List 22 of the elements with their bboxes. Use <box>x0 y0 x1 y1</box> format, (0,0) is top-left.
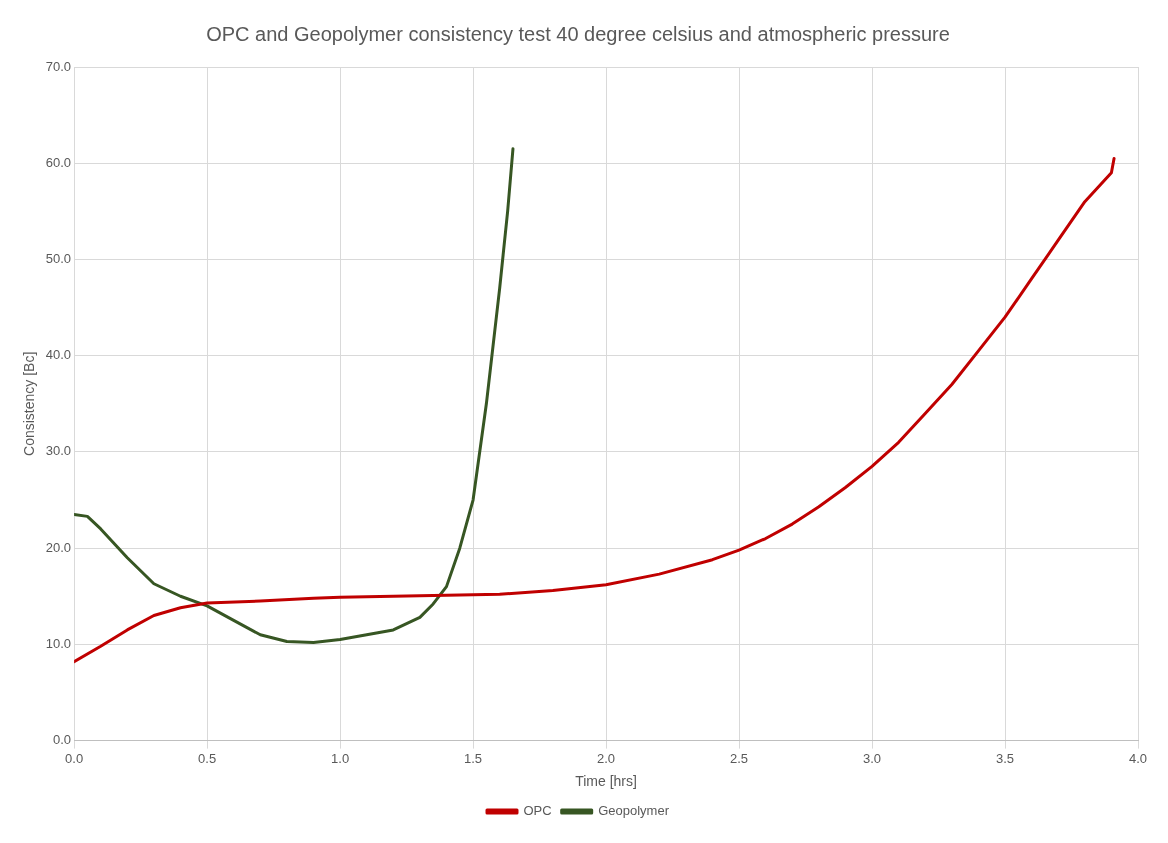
y-tick-label: 70.0 <box>45 58 72 74</box>
y-tick-label: 20.0 <box>45 539 72 555</box>
y-tick-label: 10.0 <box>45 635 72 651</box>
y-tick-label: 60.0 <box>45 154 72 170</box>
y-tick-label: 30.0 <box>45 443 72 459</box>
y-axis-title: Consistency [Bc] <box>21 351 38 456</box>
y-tick-label: 40.0 <box>45 347 72 363</box>
x-tick-label: 4.0 <box>1128 750 1148 766</box>
x-tick-label: 2.0 <box>597 750 616 766</box>
legend-label: Geopolymer <box>598 803 670 819</box>
x-tick-label: 0.5 <box>198 750 217 766</box>
x-tick-label: 0.0 <box>65 750 84 766</box>
y-tick-label: 0.0 <box>53 732 72 748</box>
x-axis-title: Time [hrs] <box>575 773 637 790</box>
x-tick-label: 3.0 <box>862 750 882 766</box>
y-tick-label: 50.0 <box>45 251 72 267</box>
chart-title: OPC and Geopolymer consistency test 40 degree celsius and atmospheric pressure <box>206 22 950 45</box>
x-tick-label: 1.0 <box>331 750 350 766</box>
x-tick-label: 3.5 <box>995 750 1015 766</box>
legend-label: OPC <box>523 803 552 819</box>
x-tick-label: 2.5 <box>730 750 749 766</box>
x-tick-label: 1.5 <box>464 750 483 766</box>
